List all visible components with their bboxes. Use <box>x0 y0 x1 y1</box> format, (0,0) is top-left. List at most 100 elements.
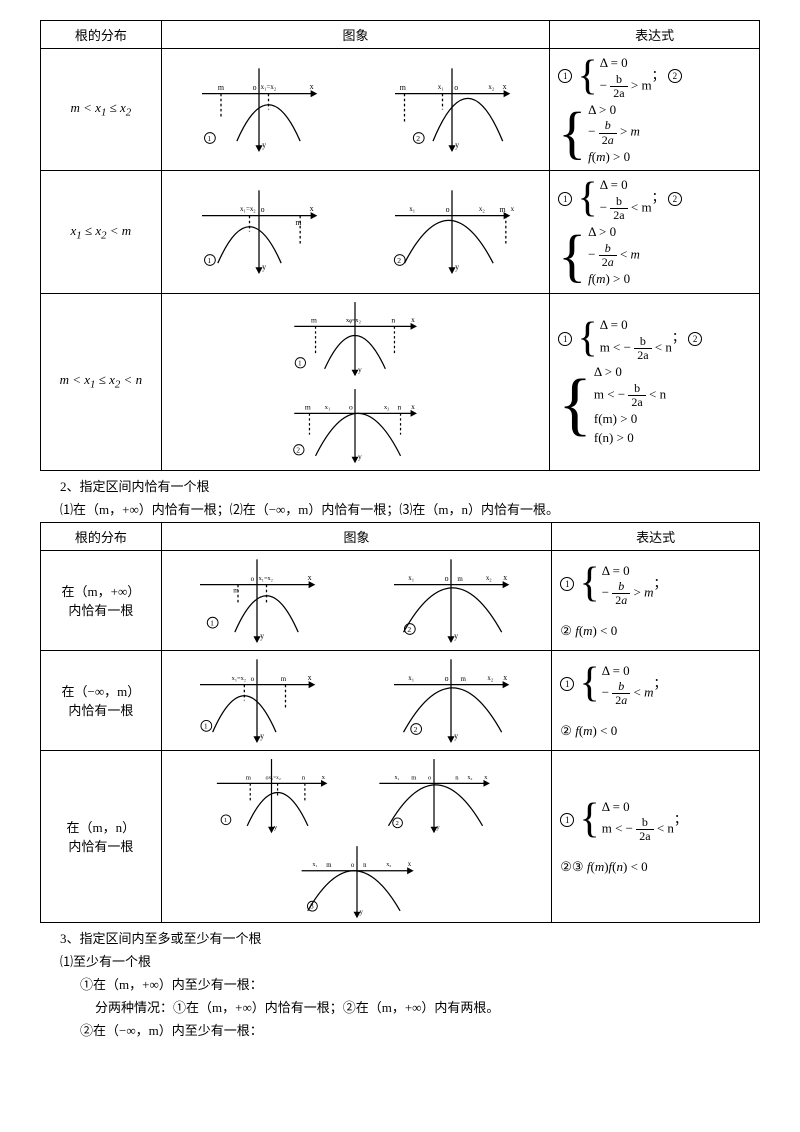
table-header-row: 根的分布 图象 表达式 <box>41 522 760 550</box>
svg-text:m: m <box>500 205 507 214</box>
table-row: x1 ≤ x2 < m m x₁=x₂ o x y 1 <box>41 171 760 293</box>
svg-text:2: 2 <box>297 446 301 454</box>
svg-text:1: 1 <box>203 721 207 730</box>
dist-cell: 在（m，n） 内恰有一根 <box>41 750 162 922</box>
svg-text:x: x <box>412 401 416 410</box>
graph-cell: m n x₁=x₂ o x y 1 m <box>161 293 550 470</box>
expr-cell: 1 { Δ = 0m < − b2a < n ； 2 { Δ > 0m < − … <box>550 293 760 470</box>
svg-text:m: m <box>280 674 286 682</box>
svg-text:1: 1 <box>224 817 227 824</box>
circled-1: 1 <box>560 813 574 827</box>
svg-text:x₂: x₂ <box>489 83 495 91</box>
dist-cell: x1 ≤ x2 < m <box>41 171 162 293</box>
dist-l2: 内恰有一根 <box>68 839 133 854</box>
section-2-sub: ⑴在（m，+∞）内恰有一根；⑵在（−∞，m）内恰有一根；⑶在（m，n）内恰有一根… <box>60 499 760 518</box>
svg-text:y: y <box>456 141 460 150</box>
expr-2: ② f(m) < 0 <box>560 723 617 738</box>
svg-text:y: y <box>455 731 459 740</box>
header-graph: 图象 <box>161 21 550 49</box>
svg-text:x₂: x₂ <box>479 205 485 213</box>
table-row: 在（−∞，m） 内恰有一根 m x₁=x₂ o x y <box>41 650 760 750</box>
table-row: 在（m，n） 内恰有一根 m n <box>41 750 760 922</box>
svg-text:x₂: x₂ <box>386 862 391 868</box>
svg-text:y: y <box>359 908 363 915</box>
section-2-title: 2、指定区间内恰有一个根 <box>60 476 760 495</box>
table-row: m < x1 ≤ x2 < n m n x₁=x₂ o x y <box>41 293 760 470</box>
expr-23: ②③ f(m)f(n) < 0 <box>560 859 647 874</box>
svg-text:2: 2 <box>417 134 421 143</box>
svg-text:2: 2 <box>408 624 412 633</box>
svg-text:x: x <box>407 861 411 868</box>
svg-text:x₂: x₂ <box>486 573 492 581</box>
section-3-l4: ②在（−∞，m）内至少有一根： <box>80 1020 760 1039</box>
graph-3-2: m n x₁ x₂ o x y 2 <box>255 383 455 468</box>
expr-cell: 1 { Δ = 0− b2a < m ； 2 { Δ > 0− b2a < mf… <box>550 171 760 293</box>
svg-text:y: y <box>436 823 440 830</box>
dist-l1: 在（m，n） <box>67 820 136 835</box>
svg-text:y: y <box>455 631 459 640</box>
graph-cell: m x₁=x₂ o x y 1 m x₁ x₂ o <box>161 550 552 650</box>
circled-1: 1 <box>558 332 572 346</box>
svg-text:n: n <box>302 774 306 781</box>
expr-2: ② f(m) < 0 <box>560 623 617 638</box>
svg-text:m: m <box>461 674 467 682</box>
circled-1: 1 <box>558 69 572 83</box>
svg-text:x₂: x₂ <box>384 403 390 410</box>
circled-1: 1 <box>558 192 572 206</box>
svg-text:x₂: x₂ <box>467 774 472 780</box>
svg-text:y: y <box>359 451 363 460</box>
svg-text:1: 1 <box>298 359 302 367</box>
svg-text:1: 1 <box>210 618 214 627</box>
dist-l1: 在（m，+∞） <box>62 584 141 599</box>
expr-cell: 1 { Δ = 0m < − b2a < n ； ②③ f(m)f(n) < 0 <box>552 750 760 922</box>
svg-text:x: x <box>309 204 313 213</box>
svg-text:x: x <box>504 572 508 581</box>
dist-l2: 内恰有一根 <box>68 703 133 718</box>
circled-1: 1 <box>560 677 574 691</box>
dist-l2: 内恰有一根 <box>68 603 133 618</box>
dist-cell: 在（−∞，m） 内恰有一根 <box>41 650 162 750</box>
dist-cell: m < x1 ≤ x2 < n <box>41 293 162 470</box>
svg-text:o: o <box>445 573 449 582</box>
svg-text:x₁: x₁ <box>438 83 444 91</box>
graph-t2-3-2: m n x₁ x₂ o x y 2 <box>354 753 514 838</box>
circled-1: 1 <box>560 577 574 591</box>
svg-text:x₁: x₁ <box>409 673 415 681</box>
svg-text:3: 3 <box>310 903 314 910</box>
header-expr: 表达式 <box>550 21 760 49</box>
svg-text:n: n <box>398 402 402 411</box>
svg-text:o: o <box>446 205 450 214</box>
table-header-row: 根的分布 图象 表达式 <box>41 21 760 49</box>
svg-text:x: x <box>307 672 311 681</box>
table-root-distribution-2: 根的分布 图象 表达式 在（m，+∞） 内恰有一根 m x₁=x <box>40 522 760 923</box>
svg-text:x: x <box>511 205 515 213</box>
header-graph: 图象 <box>161 522 552 550</box>
circled-2: 2 <box>668 69 682 83</box>
circled-2: 2 <box>668 192 682 206</box>
svg-text:o: o <box>445 673 449 682</box>
header-dist: 根的分布 <box>41 21 162 49</box>
svg-text:x: x <box>307 572 311 581</box>
svg-text:x: x <box>504 672 508 681</box>
graph-1-1: m o x₁=x₂ x y 1 <box>184 62 334 157</box>
svg-text:x₁: x₁ <box>409 573 415 581</box>
svg-text:m: m <box>326 862 332 869</box>
svg-text:y: y <box>262 141 266 150</box>
svg-text:o: o <box>250 674 254 682</box>
expr-cell: 1 { Δ = 0− b2a < m ； ② f(m) < 0 <box>552 650 760 750</box>
svg-text:x₁=x₂: x₁=x₂ <box>240 205 256 213</box>
svg-text:o: o <box>250 574 254 582</box>
dist-l1: 在（−∞，m） <box>62 684 141 699</box>
svg-text:x: x <box>503 82 507 91</box>
graph-cell: m x₁=x₂ o x y 1 m x₁ x₂ o <box>161 650 552 750</box>
graph-3-1: m n x₁=x₂ o x y 1 <box>265 296 445 381</box>
graph-t2-2-1: m x₁=x₂ o x y 1 <box>182 653 332 748</box>
table-row: 在（m，+∞） 内恰有一根 m x₁=x₂ o x y <box>41 550 760 650</box>
svg-text:y: y <box>262 263 266 272</box>
svg-text:x: x <box>322 773 326 780</box>
expr-cell: 1 { Δ = 0− b2a > m ； 2 { Δ > 0− b2a > mf… <box>550 49 760 171</box>
graph-t2-3-3: m n x₁ x₂ o x y 3 <box>277 840 437 920</box>
graph-t2-3-1: m n x₁=x₂ o x y 1 <box>199 753 344 838</box>
svg-text:n: n <box>392 315 396 324</box>
svg-text:n: n <box>363 862 367 869</box>
